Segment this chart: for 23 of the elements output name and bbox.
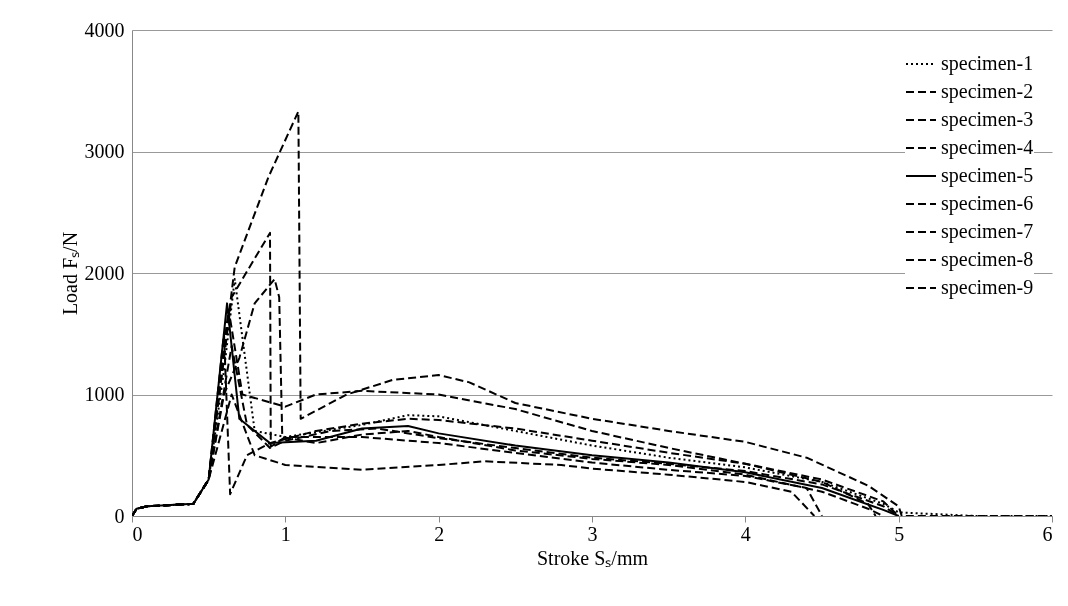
x-tick-label: 0	[132, 522, 143, 545]
x-tick-label: 1	[280, 522, 291, 545]
x-tick-label: 3	[587, 522, 598, 545]
legend-label: specimen-4	[941, 136, 1034, 159]
legend-label: specimen-7	[941, 220, 1034, 243]
y-tick-label: 2000	[84, 261, 125, 284]
legend-label: specimen-3	[941, 108, 1034, 131]
legend-label: specimen-2	[941, 80, 1034, 103]
x-tick-label: 2	[434, 522, 445, 545]
y-axis-title: Load Fₛ/N	[58, 231, 81, 316]
legend-label: specimen-1	[941, 52, 1034, 75]
x-tick-label: 5	[894, 522, 905, 545]
legend-label: specimen-6	[941, 192, 1034, 215]
x-axis-title: Stroke Sₛ/mm	[536, 546, 649, 569]
x-tick-label: 4	[740, 522, 751, 545]
y-tick-label: 0	[114, 504, 125, 527]
legend-label: specimen-9	[941, 276, 1034, 299]
legend-label: specimen-5	[941, 164, 1034, 187]
y-tick-label: 1000	[84, 383, 125, 405]
x-tick-label: 6	[1042, 522, 1053, 545]
legend-label: specimen-8	[941, 248, 1034, 271]
y-tick-label: 4000	[84, 18, 125, 41]
y-tick-label: 3000	[84, 140, 125, 162]
